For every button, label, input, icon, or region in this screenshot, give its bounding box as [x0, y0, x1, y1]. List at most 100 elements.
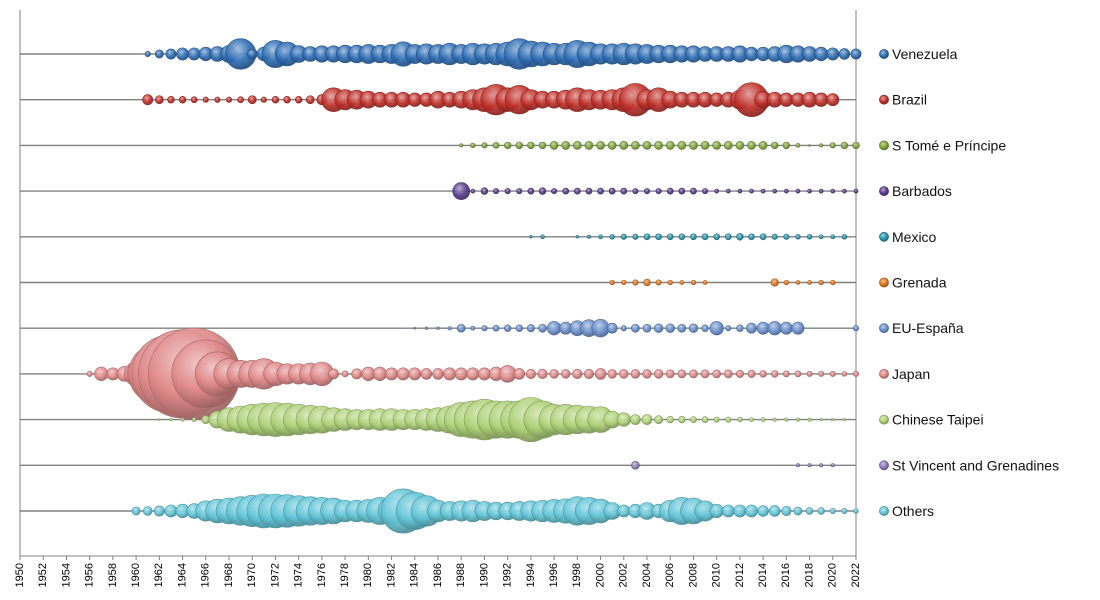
- bubble-point: [629, 414, 641, 425]
- bubble-point: [667, 279, 673, 286]
- bubble-point: [607, 141, 617, 150]
- bubble-point: [436, 326, 440, 330]
- bubble-point: [271, 95, 280, 104]
- bubble-point: [830, 463, 835, 468]
- bubble-point: [164, 504, 178, 518]
- bubble-point: [452, 182, 471, 200]
- x-tick-label: 1964: [176, 563, 188, 587]
- bubble-point: [631, 141, 640, 150]
- bubble-point: [749, 188, 754, 194]
- bubble-point: [735, 141, 745, 150]
- bubble-point: [609, 234, 615, 240]
- bubble-point: [818, 279, 824, 286]
- series-bubbles: [144, 38, 862, 70]
- bubble-point: [714, 188, 720, 194]
- bubble-point: [826, 93, 840, 107]
- bubble-point: [443, 367, 457, 381]
- bubble-point: [158, 418, 161, 421]
- bubble-point: [478, 367, 491, 381]
- bubble-point: [678, 415, 686, 424]
- bubble-point: [736, 233, 744, 241]
- bubble-point: [852, 325, 860, 332]
- bubble-point: [814, 46, 829, 62]
- bubble-point: [513, 368, 526, 380]
- bubble-point: [247, 95, 257, 105]
- x-tick-label: 1986: [432, 563, 444, 587]
- bubble-point: [666, 415, 674, 424]
- bubble-point: [642, 369, 652, 379]
- bubble-point: [154, 49, 164, 59]
- bubble-point: [630, 369, 641, 379]
- bubble-point: [807, 417, 812, 422]
- bubble-point: [665, 141, 675, 150]
- bubble-point: [470, 142, 476, 149]
- bubble-point: [838, 48, 851, 60]
- bubble-point: [246, 48, 258, 60]
- bubble-point: [826, 47, 840, 61]
- bubble-point: [677, 369, 687, 379]
- series-bubbles: [131, 488, 859, 534]
- bubble-point: [620, 187, 628, 195]
- bubble-point: [709, 503, 724, 519]
- bubble-point: [180, 417, 185, 422]
- legend-entry: Chinese Taipei: [879, 412, 984, 428]
- legend-marker-icon: [879, 414, 889, 425]
- bubble-point: [757, 505, 769, 517]
- bubble-point: [237, 96, 244, 104]
- bubble-point: [701, 324, 709, 332]
- bubble-point: [767, 321, 782, 336]
- bubble-point: [585, 187, 593, 195]
- x-tick-label: 1970: [246, 563, 258, 587]
- bubble-point: [529, 235, 533, 239]
- bubble-point: [214, 96, 221, 103]
- bubble-point: [503, 324, 512, 332]
- bubble-point: [807, 280, 812, 285]
- x-tick-label: 1996: [548, 563, 560, 587]
- bubble-point: [665, 323, 675, 333]
- x-tick-label: 1984: [409, 563, 421, 587]
- x-tick-label: 2022: [850, 563, 862, 587]
- x-tick-label: 2002: [618, 563, 630, 587]
- bubble-point: [807, 188, 812, 194]
- series-bubbles: [452, 182, 859, 200]
- series-bubbles: [158, 397, 847, 443]
- bubble-point: [459, 143, 464, 148]
- x-tick-label: 1962: [153, 563, 165, 587]
- bubble-point: [372, 366, 388, 382]
- bubble-point: [814, 92, 829, 107]
- x-tick-label: 1960: [130, 563, 142, 587]
- bubble-point: [772, 188, 778, 194]
- bubble-point: [853, 188, 859, 194]
- bubble-point: [424, 326, 429, 330]
- x-tick-label: 1980: [362, 563, 374, 587]
- bubble-point: [747, 141, 756, 150]
- bubble-point: [351, 368, 363, 380]
- x-tick-label: 1998: [571, 563, 583, 587]
- bubble-point: [807, 463, 812, 468]
- bubble-point: [328, 368, 339, 380]
- x-tick-label: 1966: [200, 563, 212, 587]
- bubble-point: [655, 233, 662, 241]
- bubble-point: [746, 322, 757, 334]
- bubble-point: [830, 234, 836, 240]
- legend-label: Barbados: [892, 183, 952, 199]
- x-tick-label: 2012: [734, 563, 746, 587]
- bubble-point: [713, 416, 720, 423]
- bubble-point: [784, 417, 789, 422]
- bubble-point: [572, 368, 583, 379]
- bubble-point: [503, 141, 512, 150]
- bubble-point: [654, 415, 663, 424]
- legend-marker-icon: [879, 49, 889, 59]
- bubble-point: [527, 187, 535, 195]
- series-bubbles: [86, 327, 860, 421]
- bubble-point: [504, 188, 511, 195]
- bubble-point: [154, 95, 164, 105]
- bubble-point: [700, 141, 710, 150]
- x-tick-label: 2014: [757, 563, 769, 587]
- bubble-point: [818, 234, 824, 240]
- legend-entry: Others: [879, 503, 934, 519]
- bubble-point: [842, 417, 847, 422]
- legend-label: Venezuela: [892, 46, 958, 62]
- bubble-point: [142, 94, 154, 106]
